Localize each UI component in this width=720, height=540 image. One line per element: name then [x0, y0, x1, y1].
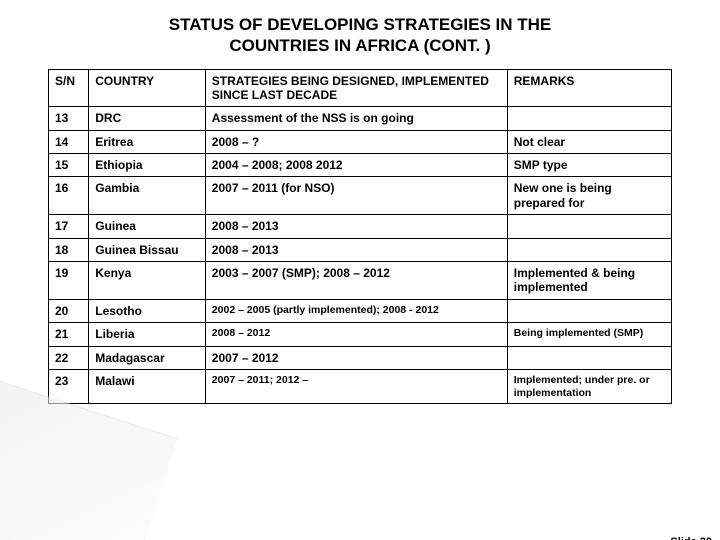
- strategies-table: S/N COUNTRY STRATEGIES BEING DESIGNED, I…: [48, 69, 672, 405]
- cell-sn: 21: [49, 323, 89, 346]
- cell-country: Madagascar: [89, 346, 206, 369]
- table-body: 13DRCAssessment of the NSS is on going14…: [49, 107, 672, 404]
- cell-sn: 18: [49, 238, 89, 261]
- title-line-1: STATUS OF DEVELOPING STRATEGIES IN THE: [169, 15, 552, 34]
- slide-title: STATUS OF DEVELOPING STRATEGIES IN THE C…: [0, 14, 720, 57]
- cell-strategies: 2008 – 2012: [205, 323, 507, 346]
- table-row: 13DRCAssessment of the NSS is on going: [49, 107, 672, 130]
- cell-remarks: [507, 215, 671, 238]
- cell-remarks: Being implemented (SMP): [507, 323, 671, 346]
- cell-strategies: 2007 – 2011; 2012 –: [205, 369, 507, 403]
- cell-remarks: Implemented & being implemented: [507, 262, 671, 300]
- cell-country: Ethiopia: [89, 154, 206, 177]
- table-row: 17Guinea2008 – 2013: [49, 215, 672, 238]
- cell-sn: 17: [49, 215, 89, 238]
- table-container: S/N COUNTRY STRATEGIES BEING DESIGNED, I…: [48, 69, 672, 405]
- cell-strategies: Assessment of the NSS is on going: [205, 107, 507, 130]
- table-row: 14Eritrea2008 – ?Not clear: [49, 130, 672, 153]
- cell-remarks: [507, 346, 671, 369]
- cell-country: DRC: [89, 107, 206, 130]
- table-row: 16Gambia2007 – 2011 (for NSO)New one is …: [49, 177, 672, 215]
- cell-country: Liberia: [89, 323, 206, 346]
- cell-strategies: 2002 – 2005 (partly implemented); 2008 -…: [205, 299, 507, 322]
- cell-sn: 19: [49, 262, 89, 300]
- col-header-remarks: REMARKS: [507, 69, 671, 107]
- cell-sn: 14: [49, 130, 89, 153]
- cell-remarks: [507, 238, 671, 261]
- cell-country: Guinea: [89, 215, 206, 238]
- cell-sn: 15: [49, 154, 89, 177]
- cell-strategies: 2007 – 2012: [205, 346, 507, 369]
- cell-sn: 20: [49, 299, 89, 322]
- cell-country: Lesotho: [89, 299, 206, 322]
- table-row: 15Ethiopia2004 – 2008; 2008 2012SMP type: [49, 154, 672, 177]
- cell-sn: 13: [49, 107, 89, 130]
- cell-remarks: [507, 107, 671, 130]
- cell-strategies: 2004 – 2008; 2008 2012: [205, 154, 507, 177]
- cell-remarks: [507, 299, 671, 322]
- cell-remarks: New one is being prepared for: [507, 177, 671, 215]
- cell-remarks: SMP type: [507, 154, 671, 177]
- slide-number: Slide 20: [670, 536, 712, 540]
- table-row: 20Lesotho2002 – 2005 (partly implemented…: [49, 299, 672, 322]
- table-row: 23Malawi2007 – 2011; 2012 –Implemented; …: [49, 369, 672, 403]
- cell-strategies: 2008 – 2013: [205, 215, 507, 238]
- table-header-row: S/N COUNTRY STRATEGIES BEING DESIGNED, I…: [49, 69, 672, 107]
- cell-remarks: Not clear: [507, 130, 671, 153]
- col-header-strategies: STRATEGIES BEING DESIGNED, IMPLEMENTED S…: [205, 69, 507, 107]
- cell-country: Guinea Bissau: [89, 238, 206, 261]
- col-header-sn: S/N: [49, 69, 89, 107]
- cell-strategies: 2007 – 2011 (for NSO): [205, 177, 507, 215]
- table-row: 21Liberia2008 – 2012Being implemented (S…: [49, 323, 672, 346]
- cell-country: Kenya: [89, 262, 206, 300]
- cell-strategies: 2003 – 2007 (SMP); 2008 – 2012: [205, 262, 507, 300]
- cell-country: Eritrea: [89, 130, 206, 153]
- title-line-2: COUNTRIES IN AFRICA (CONT. ): [229, 36, 490, 55]
- cell-country: Malawi: [89, 369, 206, 403]
- cell-strategies: 2008 – 2013: [205, 238, 507, 261]
- col-header-country: COUNTRY: [89, 69, 206, 107]
- cell-country: Gambia: [89, 177, 206, 215]
- cell-remarks: Implemented; under pre. or implementatio…: [507, 369, 671, 403]
- table-row: 22Madagascar2007 – 2012: [49, 346, 672, 369]
- table-row: 18Guinea Bissau2008 – 2013: [49, 238, 672, 261]
- table-row: 19Kenya2003 – 2007 (SMP); 2008 – 2012Imp…: [49, 262, 672, 300]
- cell-sn: 22: [49, 346, 89, 369]
- cell-sn: 16: [49, 177, 89, 215]
- cell-strategies: 2008 – ?: [205, 130, 507, 153]
